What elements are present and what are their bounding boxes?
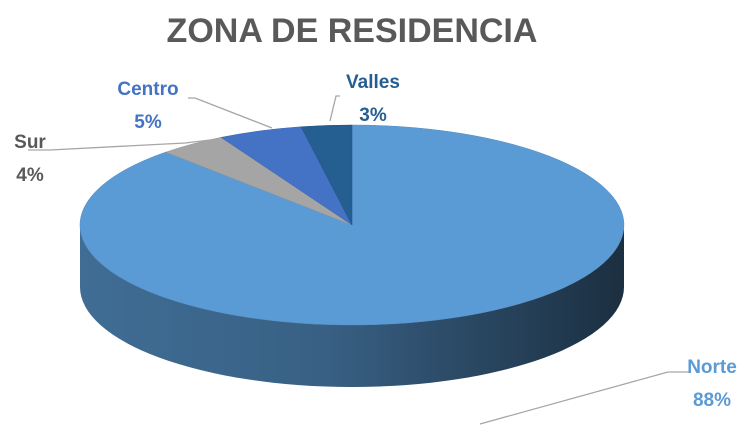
slice (300, 124, 353, 226)
data-label-value: 88% (693, 390, 731, 411)
leader-line (188, 97, 273, 129)
leader-line (479, 371, 690, 425)
data-label-name: Valles (346, 72, 400, 93)
leader-line (28, 139, 211, 151)
slice-top (300, 124, 353, 226)
slice (79, 124, 625, 387)
data-label-name: Norte (687, 357, 737, 378)
slice-side (80, 225, 624, 387)
data-label-name: Sur (14, 132, 46, 153)
data-label-value: 5% (134, 112, 162, 133)
pie (79, 124, 625, 387)
chart-title: ZONA DE RESIDENCIA (167, 12, 538, 50)
data-label-name: Centro (117, 79, 178, 100)
data-label-value: 3% (359, 105, 387, 126)
slice-top (79, 124, 625, 326)
data-label-value: 4% (16, 165, 44, 186)
leader-line (329, 95, 340, 122)
